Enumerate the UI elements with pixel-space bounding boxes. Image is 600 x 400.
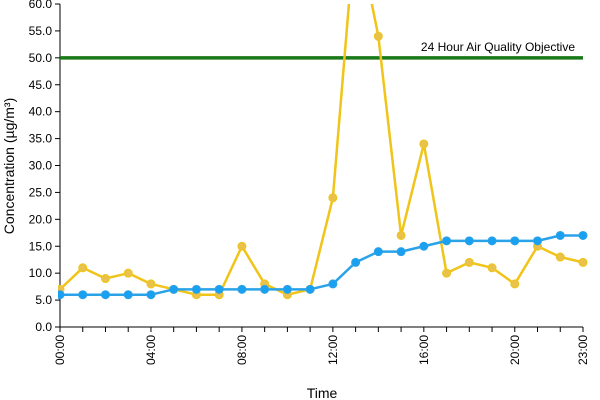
- data-point-series-2: [282, 284, 292, 294]
- x-tick-label: 20:00: [508, 335, 522, 365]
- y-tick-label: 35.0: [29, 132, 53, 146]
- data-point-series-1: [328, 193, 338, 203]
- data-point-series-2: [487, 236, 497, 246]
- air-quality-objective-label: 24 Hour Air Quality Objective: [421, 40, 575, 54]
- y-tick-label: 60.0: [29, 0, 53, 11]
- x-tick-label: 04:00: [144, 335, 158, 365]
- y-axis-title: Concentration (µg/m³): [1, 98, 17, 234]
- data-point-series-2: [328, 279, 338, 289]
- data-point-series-2: [464, 236, 474, 246]
- data-point-series-2: [419, 241, 429, 251]
- data-point-series-1: [237, 241, 247, 251]
- data-point-series-1: [373, 31, 383, 41]
- data-point-series-1: [442, 268, 452, 278]
- data-point-series-2: [123, 290, 133, 300]
- data-point-series-2: [396, 247, 406, 257]
- data-point-series-2: [191, 284, 201, 294]
- data-point-series-2: [510, 236, 520, 246]
- data-point-series-2: [214, 284, 224, 294]
- series-layer: [58, 4, 588, 300]
- data-point-series-2: [260, 284, 270, 294]
- data-point-series-1: [78, 263, 88, 273]
- y-tick-label: 20.0: [29, 212, 53, 226]
- data-point-series-2: [555, 230, 565, 240]
- x-tick-label: 12:00: [326, 335, 340, 365]
- y-tick-label: 15.0: [29, 239, 53, 253]
- y-tick-label: 50.0: [29, 51, 53, 65]
- y-tick-label: 30.0: [29, 159, 53, 173]
- data-point-series-2: [100, 290, 110, 300]
- data-point-series-2: [237, 284, 247, 294]
- y-tick-label: 25.0: [29, 185, 53, 199]
- data-point-series-2: [442, 236, 452, 246]
- data-point-series-1: [555, 252, 565, 262]
- data-point-series-2: [533, 236, 543, 246]
- data-point-series-2: [305, 284, 315, 294]
- data-point-series-2: [578, 230, 588, 240]
- data-point-series-2: [58, 290, 65, 300]
- data-point-series-1: [146, 279, 156, 289]
- y-tick-label: 45.0: [29, 78, 53, 92]
- x-tick-label: 08:00: [235, 335, 249, 365]
- y-tick-label: 40.0: [29, 105, 53, 119]
- data-point-series-2: [146, 290, 156, 300]
- y-tick-label: 55.0: [29, 24, 53, 38]
- data-point-series-1: [123, 268, 133, 278]
- data-point-series-2: [169, 284, 179, 294]
- x-tick-label: 00:00: [53, 335, 67, 365]
- x-tick-label: 16:00: [417, 335, 431, 365]
- x-axis-title: Time: [307, 385, 338, 400]
- data-point-series-1: [578, 257, 588, 267]
- axes: 0.0 5.0 10.0 15.0 20.0 25.0 30.0 35.0 40.0 45.0 50…: [29, 0, 590, 365]
- x-tick-label: 23:00: [576, 335, 590, 365]
- y-tick-label: 10.0: [29, 266, 53, 280]
- data-point-series-2: [373, 247, 383, 257]
- data-point-series-1: [100, 274, 110, 284]
- data-point-series-2: [78, 290, 88, 300]
- data-point-series-1: [464, 257, 474, 267]
- reference-layer: 24 Hour Air Quality Objective: [60, 40, 583, 60]
- y-tick-label: 0.0: [35, 320, 52, 334]
- data-point-series-1: [419, 139, 429, 149]
- data-point-series-1: [396, 230, 406, 240]
- y-tick-label: 5.0: [35, 293, 52, 307]
- data-point-series-2: [351, 257, 361, 267]
- data-point-series-1: [510, 279, 520, 289]
- data-point-series-1: [487, 263, 497, 273]
